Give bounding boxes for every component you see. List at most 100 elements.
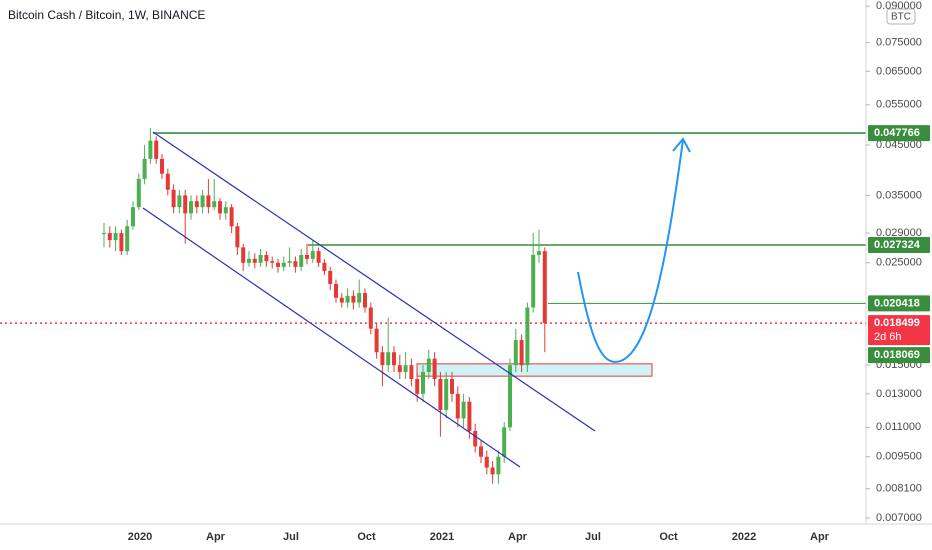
- x-tick-label: Oct: [357, 531, 376, 543]
- candle-body: [310, 251, 315, 259]
- candle-body: [270, 261, 275, 263]
- projection-arrow: [577, 139, 684, 364]
- candle-body: [305, 254, 309, 259]
- candle-body: [455, 393, 460, 419]
- x-tick-label: 2021: [430, 531, 454, 543]
- candle-body: [421, 371, 425, 394]
- candle-body: [392, 352, 396, 366]
- candle-body: [508, 365, 512, 428]
- candle-body: [206, 195, 211, 208]
- level-label-bg: [868, 315, 930, 346]
- candle-body: [496, 456, 501, 475]
- candle-body: [409, 365, 414, 380]
- candle-body: [154, 140, 159, 159]
- candle-body: [102, 233, 106, 235]
- candle-body: [357, 293, 362, 303]
- candle-body: [525, 307, 530, 366]
- x-tick-label: Apr: [206, 531, 226, 543]
- candle-body: [247, 258, 251, 263]
- candle-body: [235, 226, 240, 248]
- level-label: 0.018499: [874, 317, 920, 329]
- y-tick-label: 0.045000: [876, 139, 922, 151]
- candle-body: [212, 201, 217, 208]
- candle-body: [426, 358, 431, 372]
- candle-body: [281, 262, 286, 267]
- candle-body: [473, 431, 478, 447]
- candle-body: [165, 173, 170, 190]
- candle-body: [415, 379, 420, 394]
- y-tick-label: 0.009500: [876, 451, 922, 463]
- candle-body: [264, 254, 269, 262]
- currency-label: BTC: [891, 12, 911, 23]
- candle-body: [368, 307, 373, 329]
- candle-body: [183, 195, 188, 214]
- candle-body: [107, 233, 112, 241]
- x-tick-label: 2022: [732, 531, 756, 543]
- candle-body: [177, 195, 182, 208]
- candle-body: [450, 379, 454, 394]
- candle-body: [444, 379, 449, 410]
- y-tick-label: 0.055000: [876, 99, 922, 111]
- candle-body: [252, 258, 257, 263]
- candle-body: [189, 201, 193, 214]
- candle-body: [363, 293, 367, 308]
- candle-body: [339, 297, 344, 303]
- level-label: 0.018069: [874, 349, 920, 361]
- candle-body: [131, 207, 135, 227]
- axis-layer: 0.0900000.0750000.0650000.0550000.045000…: [128, 0, 930, 543]
- candle-body: [351, 295, 356, 303]
- candle-body: [293, 261, 298, 267]
- candle-body: [380, 352, 385, 366]
- candle-body: [258, 254, 263, 263]
- candle-body: [513, 340, 518, 366]
- price-axis: [866, 0, 932, 550]
- countdown-label: 2d 6h: [874, 331, 902, 343]
- candle-body: [502, 427, 507, 457]
- candle-body: [200, 195, 205, 208]
- candle-body: [148, 140, 153, 159]
- candle-body: [194, 201, 199, 208]
- candle-body: [136, 178, 141, 208]
- y-tick-label: 0.035000: [876, 189, 922, 201]
- y-tick-label: 0.065000: [876, 65, 922, 77]
- candle-body: [537, 251, 541, 255]
- y-tick-label: 0.007000: [876, 512, 922, 524]
- candle-body: [531, 254, 536, 308]
- y-tick-label: 0.011000: [876, 421, 921, 433]
- x-tick-label: Apr: [508, 531, 528, 543]
- candle-body: [484, 456, 489, 468]
- level-label: 0.020418: [874, 297, 920, 309]
- candle-body: [374, 328, 379, 353]
- candle-body: [345, 295, 350, 303]
- x-tick-label: Jul: [283, 531, 299, 543]
- x-tick-label: Jul: [585, 531, 601, 543]
- support-zone: [416, 363, 653, 377]
- x-tick-label: 2020: [128, 531, 152, 543]
- candle-body: [461, 401, 466, 419]
- y-tick-label: 0.029000: [876, 227, 922, 239]
- channel-upper: [152, 131, 596, 432]
- level-label-bg: [868, 295, 930, 312]
- y-tick-label: 0.013000: [876, 388, 922, 400]
- plot-area: [0, 127, 866, 484]
- candle-body: [241, 247, 246, 263]
- candle-body: [403, 365, 408, 372]
- candle-body: [397, 365, 402, 372]
- candle-body: [218, 201, 222, 214]
- x-tick-label: Oct: [659, 531, 678, 543]
- candle-body: [519, 340, 524, 366]
- candle-body: [328, 270, 333, 284]
- level-label-bg: [868, 237, 930, 254]
- candle-body: [386, 352, 391, 366]
- candle-body: [334, 283, 338, 298]
- level-label: 0.047766: [874, 127, 920, 139]
- candle-body: [276, 262, 280, 267]
- candle-body: [223, 207, 228, 214]
- y-tick-label: 0.008100: [876, 483, 922, 495]
- candle-body: [160, 158, 164, 174]
- candle-body: [229, 207, 234, 227]
- candle-body: [542, 251, 547, 324]
